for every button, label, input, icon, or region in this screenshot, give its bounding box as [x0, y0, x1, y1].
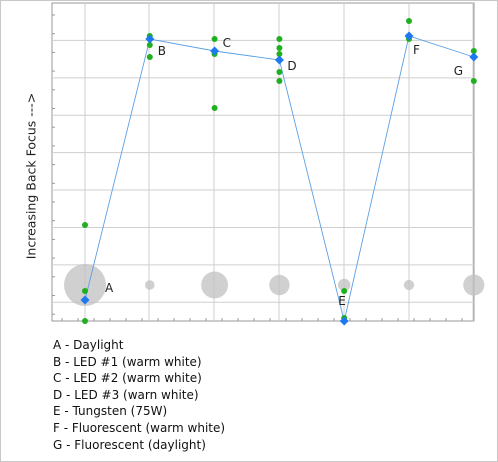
- spread-circle: [145, 280, 155, 290]
- legend-item-d: D - LED #3 (warn white): [53, 387, 199, 402]
- spread-circle: [64, 264, 106, 306]
- shot-point: [276, 36, 283, 42]
- shot-point: [82, 222, 88, 228]
- shot-point: [146, 54, 153, 60]
- shot-point: [211, 36, 218, 42]
- shot-point: [211, 105, 218, 111]
- spread-circle: [337, 278, 351, 292]
- mean-point: [339, 316, 349, 326]
- mean-point: [210, 46, 220, 56]
- shot-point: [276, 51, 283, 57]
- point-label: E: [338, 294, 346, 308]
- point-label: B: [158, 44, 166, 58]
- point-label: F: [413, 43, 420, 57]
- legend-item-b: B - LED #1 (warm white): [53, 354, 202, 369]
- shot-point: [341, 288, 348, 294]
- spread-circle: [269, 274, 290, 296]
- point-label: D: [287, 59, 296, 73]
- shot-point: [276, 78, 283, 84]
- shot-point: [470, 78, 477, 84]
- legend-item-e: E - Tungsten (75W): [53, 404, 168, 419]
- shot-point: [276, 45, 283, 51]
- scatter-plot: A B C D E F G: [51, 2, 485, 326]
- legend-item-c: C - LED #2 (warm white): [53, 371, 202, 386]
- shot-point: [276, 69, 283, 75]
- legend-item-g: G - Fluorescent (daylight): [53, 437, 206, 452]
- shot-point: [146, 42, 153, 48]
- mean-point: [274, 55, 284, 65]
- spread-circle: [403, 279, 415, 291]
- shot-point: [82, 318, 88, 324]
- point-label: G: [454, 64, 463, 78]
- point-label: C: [223, 36, 231, 50]
- legend-item-f: F - Fluorescent (warm white): [53, 420, 226, 435]
- shot-point: [470, 48, 477, 54]
- legend-item-a: A - Daylight: [53, 338, 124, 352]
- point-label: A: [105, 281, 114, 295]
- shot-point: [82, 288, 88, 294]
- spread-circle: [463, 274, 485, 296]
- shot-point: [406, 18, 412, 24]
- mean-point: [404, 31, 414, 41]
- plot-border: [51, 2, 475, 322]
- legend: A - Daylight B - LED #1 (warm white) C -…: [53, 337, 225, 453]
- mean-point: [80, 295, 90, 305]
- spread-circle: [201, 271, 229, 299]
- mean-point: [145, 34, 155, 44]
- mean-point: [469, 52, 479, 62]
